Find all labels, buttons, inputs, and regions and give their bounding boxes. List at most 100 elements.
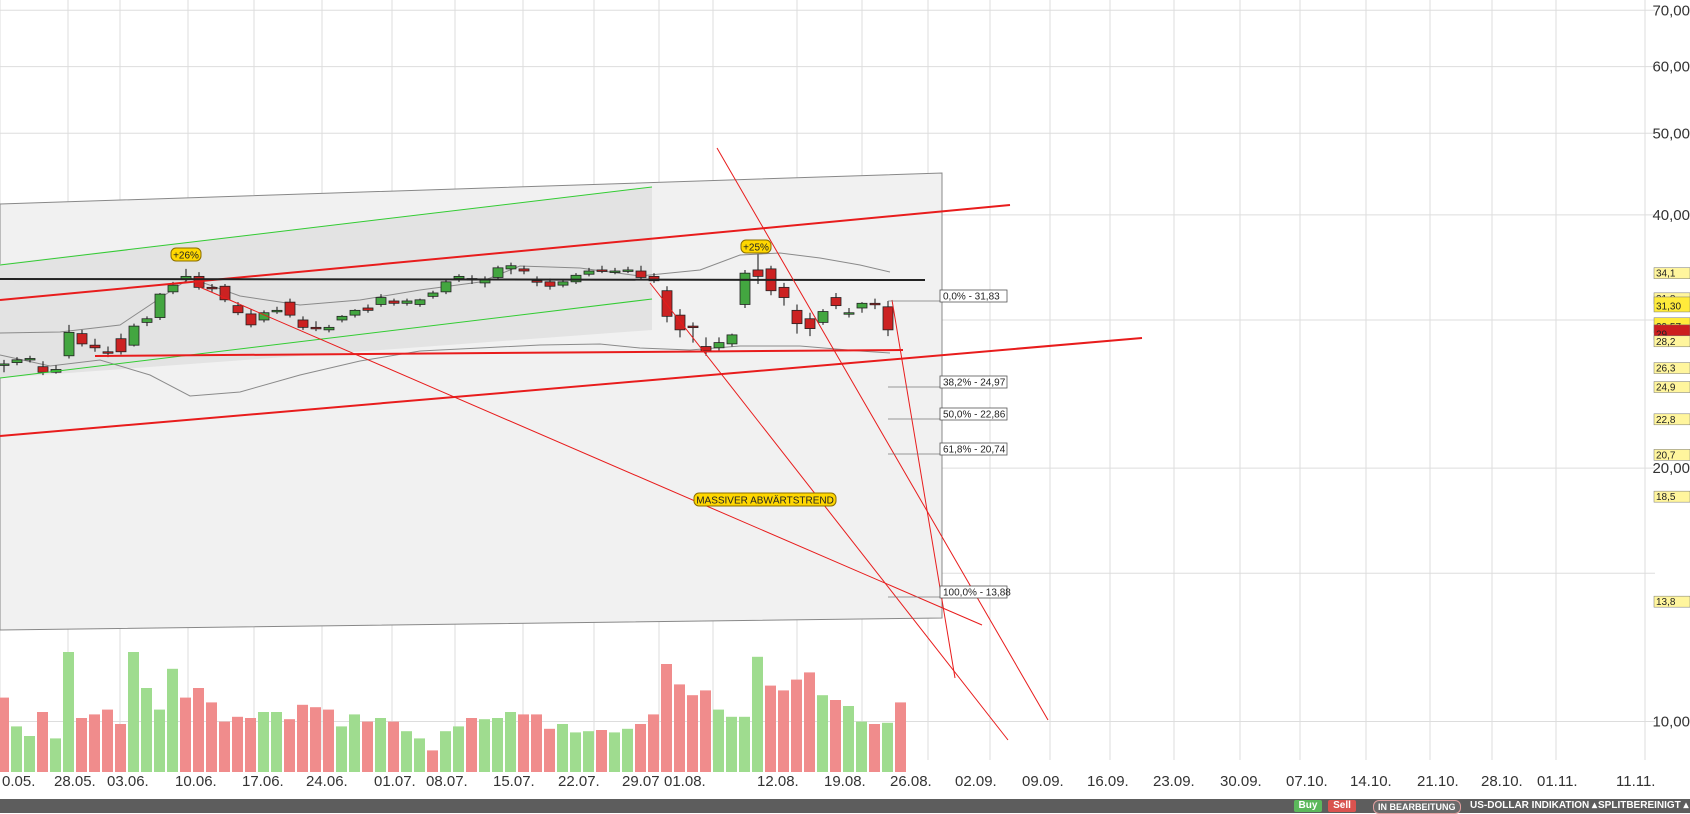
candle-body <box>232 305 244 314</box>
x-tick-label: 01.07. <box>374 773 416 790</box>
y-tick-label: 60,00 <box>1652 59 1690 76</box>
red-thin-fan-2 <box>649 282 1009 741</box>
x-tick-label: 12.08. <box>757 773 799 790</box>
volume-bar <box>531 714 542 772</box>
volume-bar <box>0 697 9 772</box>
volume-bar <box>544 728 555 772</box>
candle-body <box>609 270 621 273</box>
x-tick-label: 17.06. <box>242 773 284 790</box>
x-tick-label: 24.06. <box>306 773 348 790</box>
price-tag-label: 18,5 <box>1656 492 1676 503</box>
channel-shading <box>0 172 943 631</box>
red-trend-top <box>0 204 1011 301</box>
fib-label-box <box>939 442 1008 456</box>
candle-body <box>0 363 10 366</box>
candle-body <box>830 297 842 307</box>
volume-bar <box>89 714 100 772</box>
candle-body <box>869 302 881 306</box>
annotation-label: +26% <box>173 251 199 262</box>
volume-bar <box>882 722 893 772</box>
x-tick-label: 08.07. <box>426 773 468 790</box>
candle-body <box>76 333 88 345</box>
x-tick-label: 01.11. <box>1537 773 1578 790</box>
fib-label: 50,0% - 22,86 <box>943 410 1006 421</box>
price-tag-label: 29 <box>1656 329 1668 340</box>
candle-body <box>856 302 868 309</box>
fib-label-box <box>939 585 1008 599</box>
annotation-badge <box>693 492 837 507</box>
volume-bar <box>180 697 191 772</box>
volume-bar <box>817 695 828 772</box>
volume-bar <box>856 721 867 772</box>
price-tag-label: 22,8 <box>1656 415 1676 426</box>
candle-body <box>804 318 816 329</box>
candle-body <box>583 270 595 275</box>
volume-bar <box>804 672 815 772</box>
candle-body <box>414 299 426 305</box>
price-tag <box>1653 335 1690 348</box>
volume-bar <box>583 731 594 772</box>
candle-body <box>713 342 725 349</box>
candle-body <box>622 269 634 272</box>
red-thin-fan-4 <box>891 299 956 679</box>
candle-body <box>349 309 361 316</box>
x-tick-label: 0.05. <box>2 773 35 790</box>
x-tick-label: 23.09. <box>1153 773 1195 790</box>
status-badge: IN BEARBEITUNG <box>1373 800 1461 814</box>
fib-label: 0,0% - 31,83 <box>943 292 1000 303</box>
candle-body <box>128 325 140 346</box>
volume-bar <box>492 718 503 772</box>
y-axis-labels: 70,00 60,00 50,00 40,00 20,00 10,00 <box>1652 2 1690 730</box>
volume-bar <box>414 738 425 772</box>
volume-bar <box>830 700 841 772</box>
price-tag <box>1653 595 1690 608</box>
volume-bar <box>505 712 516 772</box>
volume-bar <box>310 707 321 772</box>
green-trend-upper <box>0 186 653 266</box>
candle-body <box>843 312 855 315</box>
x-tick-label: 03.06. <box>107 773 149 790</box>
volume-bar <box>154 709 165 772</box>
y-tick-label: 50,00 <box>1652 125 1690 142</box>
volume-bar <box>206 702 217 772</box>
volume-bar <box>219 721 230 772</box>
candle-body <box>115 338 127 353</box>
volume-bar <box>752 656 763 772</box>
y-tick-label: 40,00 <box>1652 207 1690 224</box>
y-tick-label: 20,00 <box>1652 460 1690 477</box>
red-thin-fan-3 <box>716 147 1049 721</box>
split-toggle[interactable]: SPLITBEREINIGT ▴ <box>1598 800 1689 811</box>
volume-bar <box>557 724 568 772</box>
fib-label: 38,2% - 24,97 <box>943 378 1006 389</box>
fib-label: 61,8% - 20,74 <box>943 445 1006 456</box>
candle-body <box>752 269 764 277</box>
volume-bar <box>349 714 360 772</box>
fib-label-box <box>939 375 1008 389</box>
x-axis-labels: 0.05. 28.05. 03.06. 10.06. 17.06. 24.06. 01.07… <box>2 773 1655 790</box>
x-tick-label: 15.07. <box>493 773 535 790</box>
volume-bar <box>128 652 139 772</box>
volume-bar <box>570 732 581 772</box>
volume-bar <box>739 716 750 772</box>
volume-bar <box>765 685 776 772</box>
annotation-badge <box>170 247 202 262</box>
fib-label-box <box>939 289 1008 303</box>
candle-body <box>427 292 439 297</box>
indication-toggle[interactable]: US-DOLLAR INDIKATION ▴ <box>1470 800 1598 811</box>
buy-button[interactable]: Buy <box>1294 800 1322 812</box>
volume-bar <box>50 738 61 772</box>
trendlines <box>0 147 1143 741</box>
volume-bar <box>115 724 126 772</box>
volume-bar <box>388 721 399 772</box>
volume-bar <box>869 724 880 772</box>
volume-bar <box>622 728 633 772</box>
candle-body <box>661 290 673 317</box>
fib-label-box <box>939 407 1008 421</box>
candle-body <box>271 309 283 313</box>
candle-body <box>882 306 894 331</box>
volume-bar <box>440 731 451 772</box>
candle-body <box>726 334 738 345</box>
x-tick-label: 10.06. <box>175 773 217 790</box>
sell-button[interactable]: Sell <box>1328 800 1356 812</box>
candle-body <box>401 300 413 304</box>
